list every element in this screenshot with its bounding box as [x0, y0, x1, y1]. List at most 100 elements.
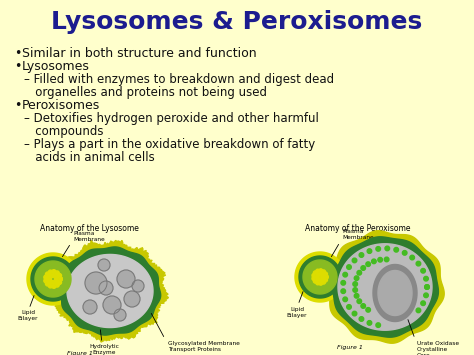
- Circle shape: [316, 269, 320, 273]
- Circle shape: [341, 280, 346, 285]
- Text: •: •: [14, 47, 21, 60]
- Circle shape: [320, 278, 324, 282]
- Polygon shape: [373, 264, 417, 322]
- Circle shape: [316, 273, 319, 277]
- Text: Lysosomes & Peroxisomes: Lysosomes & Peroxisomes: [51, 10, 423, 34]
- Polygon shape: [338, 244, 432, 330]
- Polygon shape: [378, 271, 412, 316]
- Polygon shape: [35, 261, 71, 297]
- Circle shape: [52, 284, 56, 288]
- Circle shape: [53, 274, 57, 278]
- Polygon shape: [51, 240, 168, 342]
- Circle shape: [320, 272, 324, 277]
- Circle shape: [425, 285, 429, 289]
- Text: – Detoxifies hydrogen peroxide and other harmful: – Detoxifies hydrogen peroxide and other…: [24, 112, 319, 125]
- Circle shape: [321, 275, 325, 279]
- Circle shape: [99, 281, 113, 295]
- Circle shape: [315, 276, 319, 280]
- Circle shape: [319, 281, 323, 285]
- Circle shape: [421, 268, 426, 273]
- Polygon shape: [67, 255, 153, 328]
- Circle shape: [357, 299, 362, 304]
- Circle shape: [402, 251, 407, 255]
- Circle shape: [323, 272, 328, 276]
- Text: Figure 1: Figure 1: [67, 351, 93, 355]
- Circle shape: [49, 280, 54, 285]
- Circle shape: [51, 273, 55, 277]
- Circle shape: [384, 257, 389, 262]
- Circle shape: [46, 272, 50, 277]
- Circle shape: [352, 311, 357, 316]
- Circle shape: [315, 274, 319, 278]
- Circle shape: [317, 272, 321, 276]
- Circle shape: [316, 277, 319, 281]
- Polygon shape: [31, 257, 75, 301]
- Circle shape: [83, 300, 97, 314]
- Circle shape: [85, 272, 107, 294]
- Circle shape: [49, 273, 54, 278]
- Text: •: •: [14, 99, 21, 112]
- Circle shape: [54, 279, 59, 283]
- Circle shape: [319, 269, 323, 273]
- Circle shape: [421, 301, 426, 306]
- Circle shape: [48, 284, 53, 288]
- Text: Urate Oxidase
Crystalline
Core: Urate Oxidase Crystalline Core: [417, 341, 459, 355]
- Circle shape: [48, 270, 53, 274]
- Polygon shape: [295, 252, 345, 302]
- Circle shape: [53, 280, 57, 284]
- Circle shape: [54, 275, 59, 279]
- Circle shape: [117, 270, 135, 288]
- Circle shape: [425, 285, 429, 289]
- Circle shape: [321, 275, 325, 279]
- Circle shape: [410, 255, 414, 260]
- Circle shape: [321, 277, 325, 280]
- Circle shape: [55, 277, 59, 281]
- Circle shape: [424, 293, 428, 297]
- Circle shape: [57, 280, 62, 284]
- Circle shape: [312, 277, 316, 280]
- Circle shape: [52, 270, 56, 274]
- Circle shape: [313, 271, 318, 275]
- Circle shape: [48, 279, 52, 284]
- Polygon shape: [59, 247, 161, 335]
- Text: Plasma
Membrane: Plasma Membrane: [73, 231, 105, 242]
- Circle shape: [321, 280, 326, 284]
- Text: Plasma
Membrane: Plasma Membrane: [342, 229, 374, 240]
- Circle shape: [346, 265, 351, 269]
- Text: Figure 1: Figure 1: [337, 345, 363, 350]
- Circle shape: [321, 274, 325, 278]
- Circle shape: [132, 280, 144, 292]
- Text: acids in animal cells: acids in animal cells: [24, 151, 155, 164]
- Circle shape: [319, 272, 322, 276]
- Circle shape: [376, 247, 381, 251]
- Circle shape: [51, 281, 55, 285]
- Circle shape: [357, 271, 362, 275]
- Circle shape: [324, 275, 328, 279]
- Text: •: •: [14, 60, 21, 73]
- Circle shape: [58, 277, 63, 281]
- Text: organelles and proteins not being used: organelles and proteins not being used: [24, 86, 267, 99]
- Circle shape: [316, 281, 320, 285]
- Circle shape: [354, 276, 359, 280]
- Circle shape: [98, 259, 110, 271]
- Circle shape: [424, 277, 428, 281]
- Circle shape: [55, 277, 59, 281]
- Text: Anatomy of the Peroxisome: Anatomy of the Peroxisome: [305, 224, 410, 233]
- Circle shape: [359, 317, 364, 321]
- Circle shape: [353, 288, 357, 292]
- Circle shape: [44, 275, 48, 279]
- Text: Similar in both structure and function: Similar in both structure and function: [22, 47, 256, 60]
- Polygon shape: [299, 256, 341, 298]
- Text: – Filled with enzymes to breakdown and digest dead: – Filled with enzymes to breakdown and d…: [24, 73, 334, 86]
- Polygon shape: [58, 273, 76, 301]
- Circle shape: [376, 323, 381, 327]
- Circle shape: [47, 276, 51, 280]
- Circle shape: [58, 277, 63, 281]
- Text: Hydrolytic
Enzyme
Mixture: Hydrolytic Enzyme Mixture: [89, 344, 119, 355]
- Circle shape: [312, 273, 316, 278]
- Text: Lysosomes: Lysosomes: [22, 60, 90, 73]
- Circle shape: [341, 289, 346, 294]
- Circle shape: [47, 278, 51, 282]
- Circle shape: [48, 274, 52, 279]
- Circle shape: [416, 261, 421, 266]
